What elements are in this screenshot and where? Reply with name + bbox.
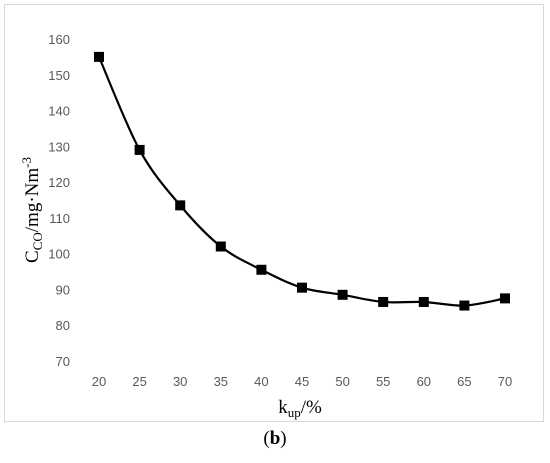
series-markers	[94, 51, 510, 311]
chart-frame	[4, 4, 544, 422]
data-point-marker	[418, 296, 429, 307]
y-tick-label: 110	[49, 211, 70, 226]
y-tick-label: 100	[48, 247, 70, 262]
line-chart: 70 80 90 100 110 120 130 140 150 160 20 25 30 35 40 45…	[19, 32, 512, 420]
x-tick-label: 35	[214, 374, 228, 389]
data-point-marker	[94, 51, 104, 62]
x-tick-label: 40	[254, 374, 268, 389]
x-axis-ticks: 20 25 30 35 40 45 50 55 60 65 70	[92, 374, 512, 389]
data-point-marker	[337, 289, 348, 300]
series-line	[97, 56, 506, 307]
y-tick-label: 130	[48, 139, 70, 154]
y-tick-label: 120	[48, 175, 70, 190]
figure-caption: (b)	[263, 428, 287, 449]
x-tick-label: 55	[376, 374, 390, 389]
x-tick-label: 65	[457, 374, 471, 389]
data-point-marker	[297, 282, 307, 293]
x-tick-label: 70	[498, 374, 512, 389]
y-tick-label: 150	[48, 68, 70, 83]
x-tick-label: 45	[295, 374, 309, 389]
x-tick-label: 25	[132, 374, 146, 389]
data-point-marker	[459, 300, 470, 311]
x-tick-label: 60	[417, 374, 431, 389]
data-point-marker	[175, 200, 186, 211]
data-point-marker	[256, 264, 267, 275]
y-tick-label: 90	[56, 282, 70, 297]
x-axis-title: kup/%	[278, 397, 322, 420]
y-tick-label: 140	[48, 104, 70, 119]
x-tick-label: 30	[173, 374, 187, 389]
data-point-marker	[500, 293, 510, 304]
y-axis-ticks: 70 80 90 100 110 120 130 140 150 160	[48, 32, 70, 369]
y-tick-label: 70	[56, 354, 70, 369]
y-tick-label: 80	[56, 318, 70, 333]
y-axis-title: CCO/mg·Nm-3	[19, 157, 45, 263]
data-point-marker	[378, 296, 389, 307]
y-tick-label: 160	[48, 32, 70, 47]
x-tick-label: 50	[335, 374, 349, 389]
data-point-marker	[134, 144, 145, 155]
data-point-marker	[215, 241, 226, 252]
x-tick-label: 20	[92, 374, 106, 389]
